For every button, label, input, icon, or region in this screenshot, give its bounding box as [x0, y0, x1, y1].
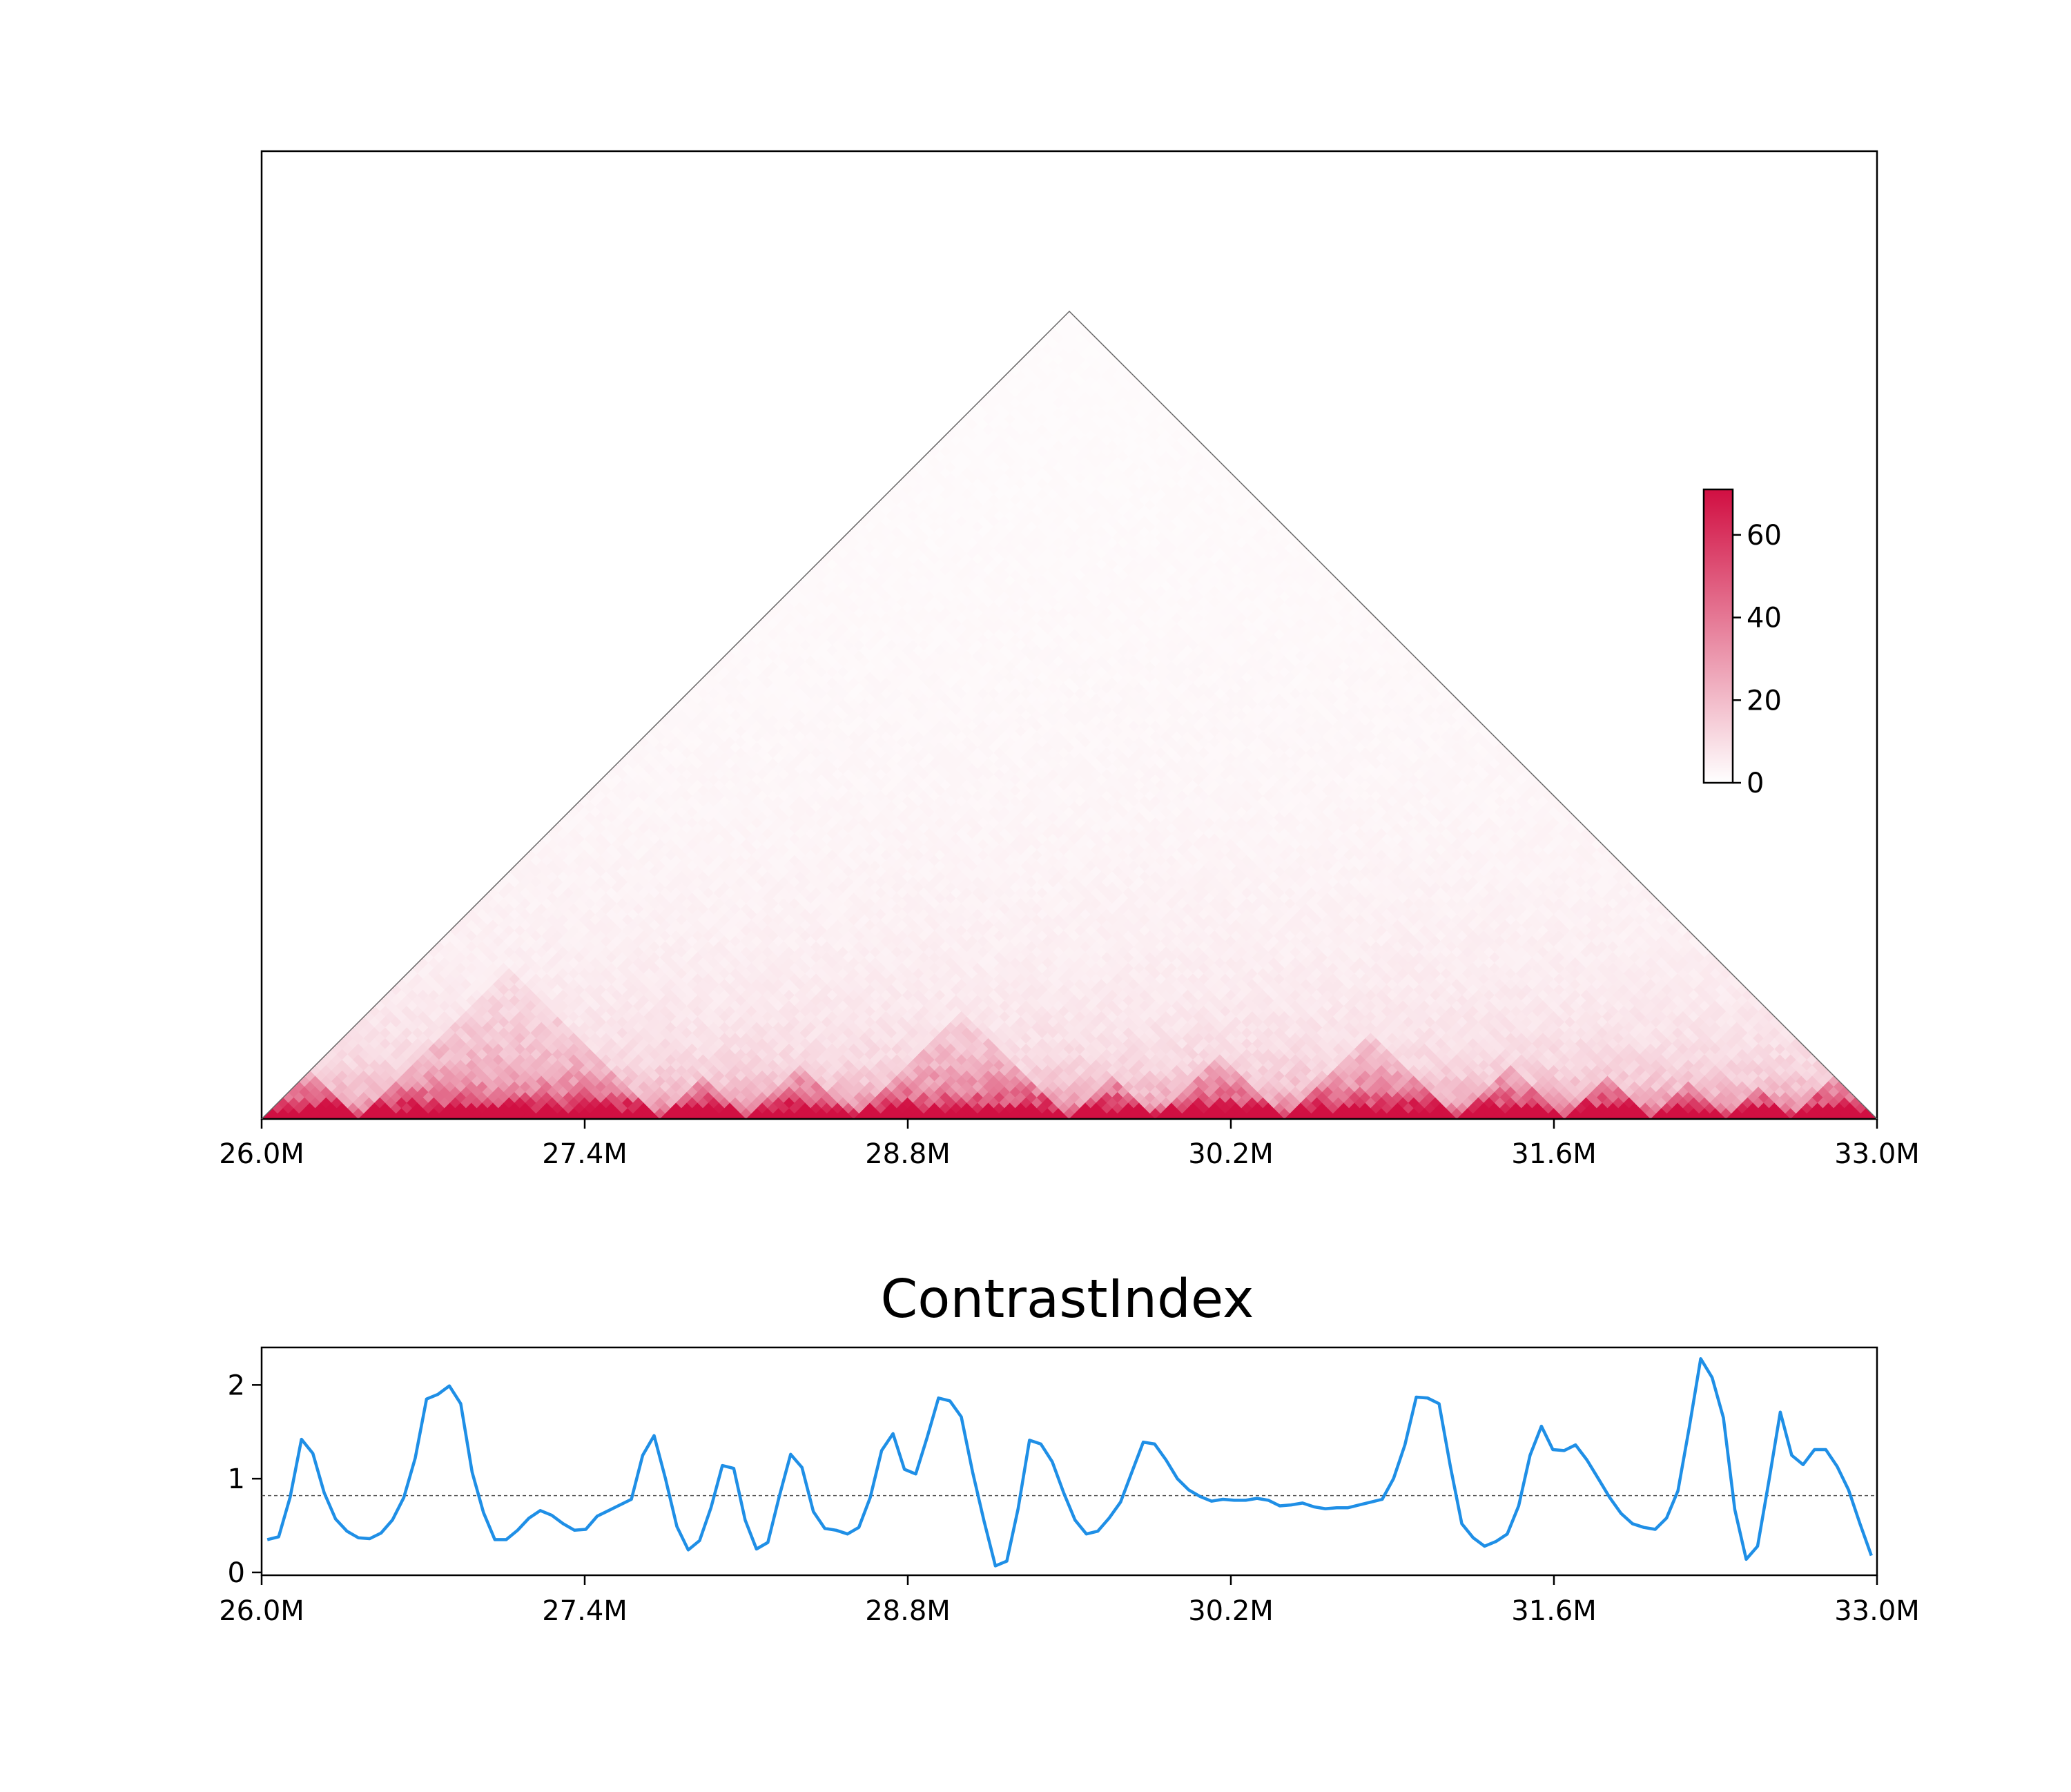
hic-heatmap-cells [261, 311, 1878, 1120]
